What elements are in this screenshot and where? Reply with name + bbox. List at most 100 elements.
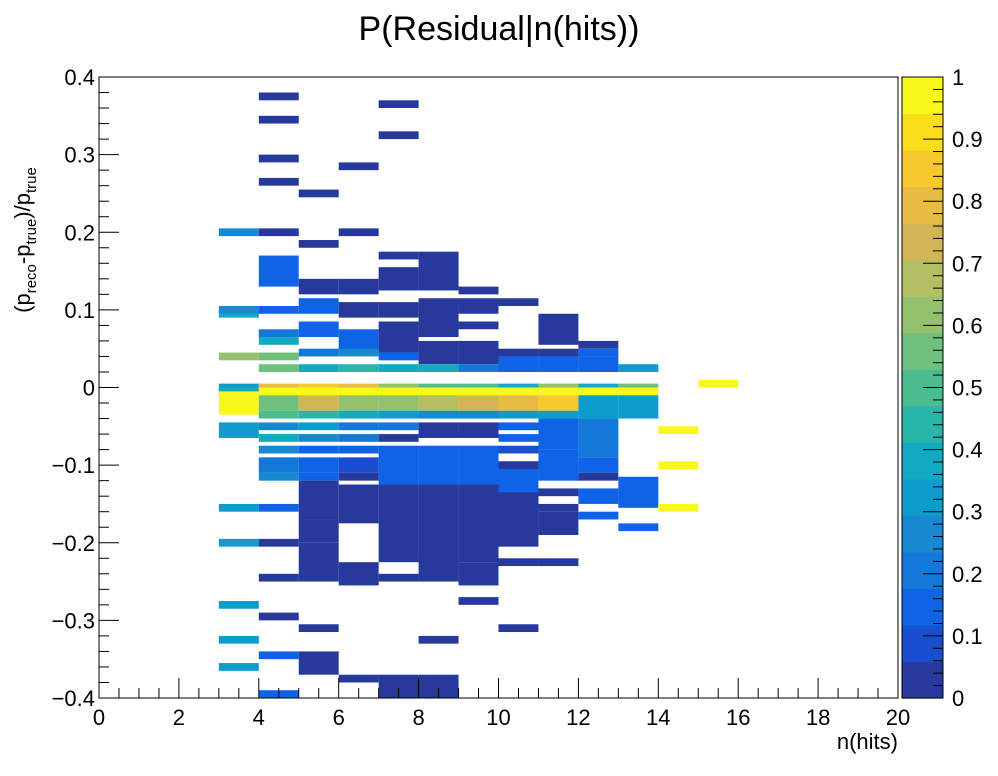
axis-ticks	[98, 76, 899, 699]
heatmap-cell	[258, 445, 299, 454]
heatmap-cell	[258, 395, 299, 411]
heatmap-cell	[578, 472, 619, 481]
heatmap-cell	[418, 674, 459, 698]
heatmap-cell	[298, 542, 339, 582]
heatmap-cell	[258, 329, 299, 338]
heatmap-cell	[258, 503, 299, 512]
heatmap-cell	[258, 472, 299, 481]
heatmap-cell	[218, 391, 259, 415]
y-tick-label: −0.3	[52, 608, 95, 633]
heatmap-cell	[298, 457, 339, 473]
heatmap-cell	[458, 387, 499, 396]
heatmap-cell	[538, 418, 579, 450]
x-tick-labels: 0 2 4 6 8 10 12 14 16 18 20	[93, 705, 910, 730]
x-tick-label: 0	[93, 705, 105, 730]
heatmap-cell	[498, 434, 539, 442]
heatmap-cell	[258, 305, 299, 314]
heatmap-cell	[218, 309, 259, 318]
heatmap-cell	[418, 422, 459, 438]
heatmap-cell	[298, 364, 339, 372]
x-tick-label: 8	[412, 705, 424, 730]
y-axis-label-sub: true	[23, 219, 40, 245]
heatmap-cell	[418, 387, 459, 396]
color-scale-step	[902, 332, 943, 370]
heatmap-cell	[538, 511, 579, 535]
heatmap-cell	[378, 674, 419, 698]
heatmap-cell	[538, 395, 579, 411]
heatmap-cell	[258, 434, 299, 442]
heatmap-cell	[498, 356, 539, 372]
color-scale-tick-label: 0.3	[952, 500, 983, 525]
color-scale-tick-labels: 0 0.1 0.2 0.3 0.4 0.5 0.6 0.7 0.8 0.9 1	[952, 65, 983, 711]
heatmap-cell	[298, 651, 339, 675]
heatmap-cell	[578, 348, 619, 357]
heatmap-cell	[658, 503, 699, 512]
heatmap-cell	[258, 612, 299, 621]
heatmap-cell	[218, 600, 259, 609]
y-tick-label: 0.1	[64, 298, 95, 323]
heatmap-cell	[378, 251, 419, 260]
heatmap-cell	[258, 337, 299, 345]
color-scale-tick-label: 0.1	[952, 624, 983, 649]
heatmap-cell	[338, 674, 379, 683]
heatmap-cell	[458, 484, 499, 563]
heatmap-cell	[538, 387, 579, 396]
color-scale-step	[902, 259, 943, 297]
heatmap-cell	[538, 356, 579, 372]
heatmap-cell	[338, 395, 379, 411]
heatmap-cell	[338, 228, 379, 237]
heatmap-cell	[538, 449, 579, 481]
heatmap-cell	[618, 476, 659, 508]
x-axis-label: n(hits)	[837, 729, 898, 754]
heatmap-cell	[298, 348, 339, 357]
heatmap-cell	[338, 562, 379, 586]
heatmap-cell	[258, 92, 299, 101]
heatmap-cell	[298, 472, 339, 481]
x-tick-label: 4	[253, 705, 265, 730]
x-tick-label: 6	[333, 705, 345, 730]
heatmap-cell	[378, 445, 419, 485]
heatmap-cell	[458, 395, 499, 411]
color-scale-step	[902, 150, 943, 188]
heatmap-cell	[378, 484, 419, 563]
heatmap-cell	[578, 387, 619, 396]
heatmap-cell	[618, 523, 659, 532]
x-tick-label: 16	[726, 705, 750, 730]
x-tick-label: 2	[173, 705, 185, 730]
heatmap-cell	[258, 228, 299, 237]
color-scale-tick-label: 0.5	[952, 376, 983, 401]
heatmap-cells	[218, 92, 739, 698]
y-tick-labels: −0.4 −0.3 −0.2 −0.1 0 0.1 0.2 0.3 0.4	[52, 65, 95, 711]
heatmap-cell	[338, 387, 379, 396]
x-tick-label: 10	[486, 705, 510, 730]
heatmap-cell	[538, 488, 579, 497]
heatmap-cell	[418, 558, 459, 582]
heatmap-cell	[298, 278, 339, 295]
y-axis-label-sub: reco	[23, 264, 40, 293]
heatmap-cell	[698, 379, 739, 388]
heatmap-cell	[338, 457, 379, 473]
heatmap-cell	[538, 410, 579, 419]
heatmap-cell	[218, 538, 259, 547]
heatmap-cell	[538, 503, 579, 512]
heatmap-cell	[258, 352, 299, 361]
y-tick-label: −0.1	[52, 453, 95, 478]
heatmap-cell	[418, 251, 459, 291]
heatmap-cell	[378, 131, 419, 140]
heatmap-cell	[378, 573, 419, 582]
heatmap-cell	[258, 651, 299, 660]
heatmap-cell	[258, 154, 299, 163]
color-scale-step	[902, 588, 943, 626]
heatmap-cell	[658, 461, 699, 469]
heatmap-cell	[378, 395, 419, 411]
x-tick-label: 18	[806, 705, 830, 730]
heatmap-cell	[378, 100, 419, 109]
heatmap-cell	[498, 624, 539, 633]
heatmap-cell	[458, 597, 499, 605]
heatmap-cell	[298, 387, 339, 396]
color-scale-bar	[902, 77, 943, 699]
heatmap-cell	[378, 387, 419, 396]
heatmap-cell	[338, 329, 379, 353]
y-tick-label: −0.4	[52, 686, 95, 711]
